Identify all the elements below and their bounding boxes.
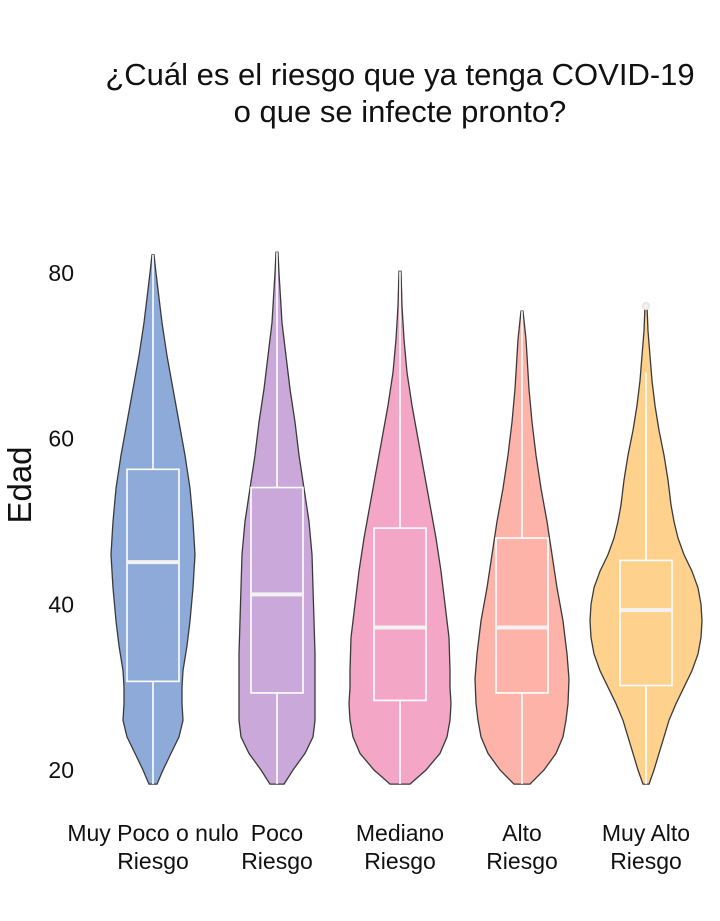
x-tick-label: Riesgo — [117, 848, 189, 874]
y-axis-label: Edad — [1, 446, 38, 523]
x-tick-label: Alto — [502, 820, 542, 846]
x-tick-label: Poco — [251, 820, 303, 846]
x-tick-label: Muy Poco o nulo — [67, 820, 238, 846]
box-iqr — [495, 537, 549, 694]
x-tick-label: Riesgo — [486, 848, 558, 874]
x-tick-label: Mediano — [356, 820, 444, 846]
chart-title-line-2: o que se infecte pronto? — [234, 94, 567, 129]
x-tick-label: Riesgo — [241, 848, 313, 874]
x-tick-label: Riesgo — [364, 848, 436, 874]
y-tick-label: 40 — [48, 591, 74, 617]
box-iqr — [126, 468, 180, 683]
box-iqr — [250, 486, 304, 694]
x-tick-label: Muy Alto — [602, 820, 690, 846]
chart-title-line-1: ¿Cuál es el riesgo que ya tenga COVID-19 — [105, 57, 694, 92]
box-iqr — [373, 527, 427, 702]
y-tick-label: 80 — [48, 260, 74, 286]
y-tick-label: 60 — [48, 426, 74, 452]
outlier-point — [642, 302, 650, 311]
x-tick-label: Riesgo — [610, 848, 682, 874]
y-tick-label: 20 — [48, 757, 74, 783]
box-iqr — [619, 559, 673, 687]
